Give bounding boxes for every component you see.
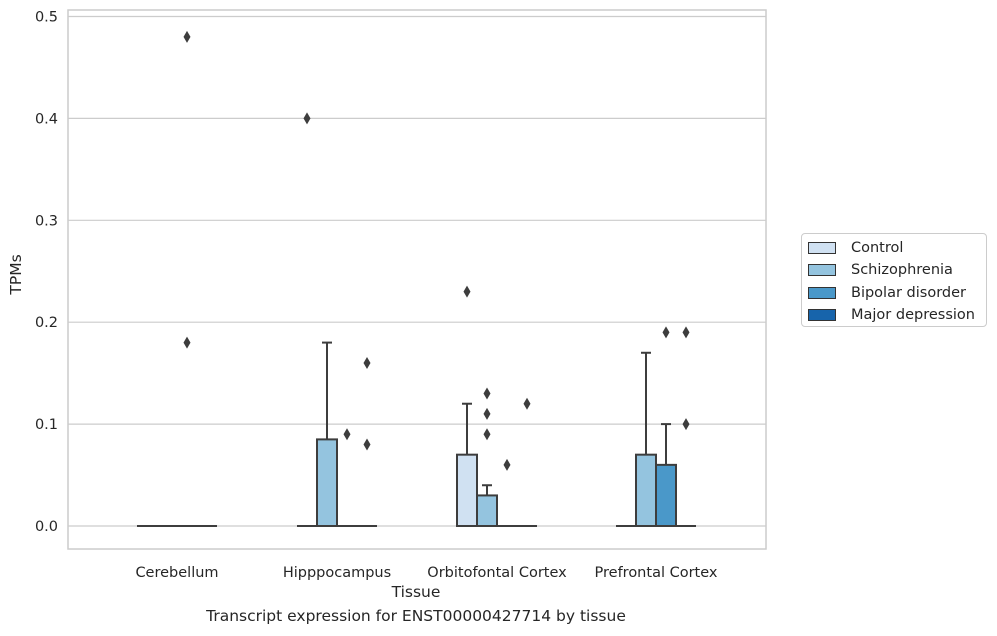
outlier-point — [483, 387, 491, 400]
box-3-1 — [635, 351, 657, 528]
box — [456, 453, 478, 528]
legend-item: Control — [808, 238, 903, 258]
box — [316, 438, 338, 528]
legend-label: Major depression — [851, 307, 975, 324]
outlier-point — [662, 326, 670, 339]
legend-label: Schizophrenia — [851, 262, 953, 279]
x-tick-label: Hipppocampus — [283, 565, 391, 581]
y-tick-label: 0.2 — [35, 315, 58, 331]
outlier-point — [303, 112, 311, 125]
x-axis-label: Tissue — [391, 583, 441, 601]
box-3-2 — [655, 326, 677, 527]
box-2-3 — [517, 397, 537, 527]
legend: Control Schizophrenia Bipolar disorder Majo… — [801, 233, 987, 327]
y-tick-labels: 0.0 0.1 0.2 0.3 0.4 0.5 — [35, 10, 58, 536]
legend-item: Bipolar disorder — [808, 283, 966, 303]
box-1-3 — [357, 356, 377, 527]
outlier-point — [523, 397, 531, 410]
legend-swatch — [808, 264, 836, 277]
outlier-point — [183, 30, 191, 43]
legend-label: Control — [851, 240, 904, 256]
x-tick-label: Orbitofontal Cortex — [427, 565, 567, 581]
y-tick-label: 0.0 — [35, 519, 58, 535]
box-0-2 — [177, 30, 197, 527]
box-2-0 — [456, 285, 478, 528]
y-tick-label: 0.3 — [35, 213, 58, 229]
grid-lines — [68, 15, 766, 527]
y-tick-label: 0.5 — [35, 10, 58, 26]
outlier-point — [343, 428, 351, 441]
outlier-point — [183, 336, 191, 349]
box-2-2 — [497, 458, 517, 527]
box-plots — [137, 30, 696, 528]
box — [655, 463, 677, 527]
plot-frame — [67, 9, 767, 550]
y-tick-label: 0.1 — [35, 417, 58, 433]
box-1-1 — [316, 341, 338, 528]
box — [635, 453, 657, 528]
legend-swatch — [808, 309, 836, 322]
box-1-2 — [337, 428, 357, 527]
outlier-point — [682, 418, 690, 431]
chart-title: Transcript expression for ENST0000042771… — [206, 607, 626, 625]
outlier-point — [483, 428, 491, 441]
outlier-point — [363, 356, 371, 369]
box — [476, 494, 498, 527]
y-tick-label: 0.4 — [35, 111, 58, 127]
outlier-point — [463, 285, 471, 298]
x-tick-label: Cerebellum — [135, 565, 218, 581]
x-tick-label: Prefrontal Cortex — [595, 565, 718, 581]
box-3-3 — [676, 326, 696, 527]
legend-item: Major depression — [808, 305, 975, 325]
legend-swatch — [808, 242, 836, 254]
outlier-point — [363, 438, 371, 451]
legend-item: Schizophrenia — [808, 260, 953, 280]
x-tick-labels: Cerebellum Hipppocampus Orbitofontal Corte… — [135, 565, 717, 581]
legend-swatch — [808, 286, 836, 299]
box-1-0 — [297, 112, 317, 527]
outlier-point — [483, 407, 491, 420]
y-axis-label: TPMs — [7, 254, 25, 295]
legend-label: Bipolar disorder — [851, 284, 966, 301]
outlier-point — [503, 458, 511, 471]
box-2-1 — [476, 387, 498, 527]
outlier-point — [682, 326, 690, 339]
